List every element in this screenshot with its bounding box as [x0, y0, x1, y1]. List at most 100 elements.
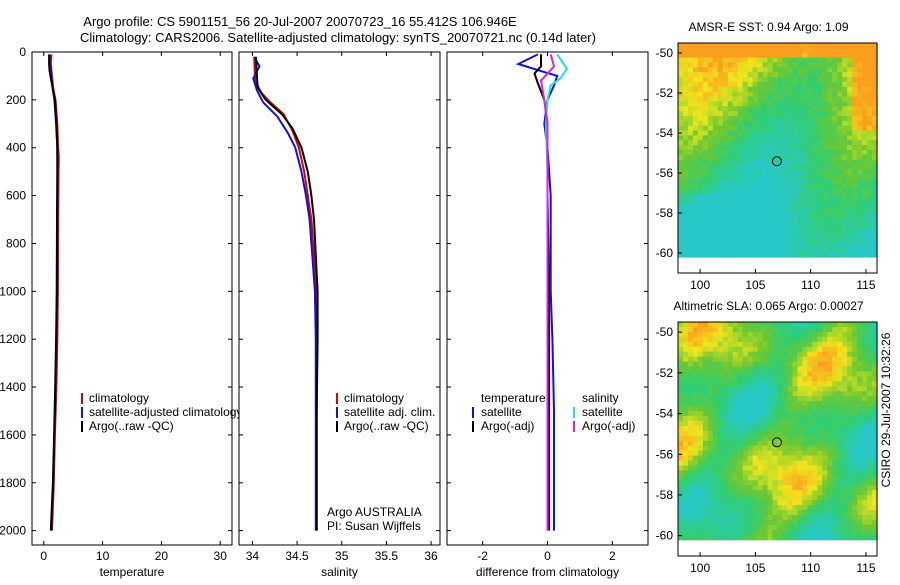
- heatmap-cell: [752, 150, 759, 156]
- heatmap-cell: [802, 435, 808, 442]
- heatmap-cell: [797, 519, 803, 526]
- altimetric-sla-map-argo-marker: [771, 437, 782, 448]
- heatmap-cell: [857, 336, 863, 343]
- heatmap-cell: [817, 401, 823, 407]
- heatmap-cell: [847, 381, 853, 387]
- heatmap-cell: [807, 115, 813, 122]
- heatmap-cell: [822, 91, 828, 98]
- heatmap-cell: [807, 331, 813, 338]
- heatmap-cell: [722, 480, 729, 486]
- heatmap-cell: [757, 440, 764, 447]
- heatmap-cell: [852, 510, 858, 516]
- heatmap-cell: [797, 52, 803, 59]
- heatmap-cell: [702, 401, 709, 407]
- heatmap-cell: [737, 460, 744, 467]
- heatmap-cell: [777, 120, 784, 127]
- heatmap-cell: [812, 125, 818, 132]
- heatmap-cell: [812, 96, 818, 102]
- heatmap-cell: [822, 341, 828, 348]
- heatmap-cell: [872, 420, 878, 427]
- heatmap-cell: [712, 341, 719, 348]
- heatmap-cell: [817, 174, 823, 180]
- heatmap-cell: [792, 184, 798, 190]
- heatmap-cell: [722, 72, 729, 78]
- heatmap-cell: [772, 445, 779, 452]
- heatmap-cell: [842, 193, 848, 200]
- heatmap-cell: [767, 406, 774, 412]
- heatmap-cell: [772, 341, 779, 348]
- heatmap-cell: [817, 120, 823, 127]
- heatmap-cell: [777, 411, 784, 417]
- heatmap-cell: [862, 237, 868, 244]
- heatmap-cell: [857, 130, 863, 137]
- heatmap-cell: [682, 130, 689, 137]
- heatmap-cell: [832, 361, 838, 368]
- heatmap-cell: [862, 203, 868, 209]
- heatmap-cell: [807, 222, 813, 229]
- heatmap-cell: [837, 529, 843, 536]
- heatmap-cell: [747, 455, 754, 462]
- heatmap-cell: [847, 480, 853, 486]
- heatmap-cell: [857, 62, 863, 68]
- heatmap-cell: [762, 150, 769, 156]
- heatmap-cell: [867, 145, 873, 151]
- heatmap-cell: [817, 425, 823, 432]
- heatmap-cell: [817, 351, 823, 358]
- heatmap-cell: [732, 218, 739, 224]
- heatmap-cell: [832, 500, 838, 506]
- heatmap-cell: [697, 169, 704, 175]
- heatmap-cell: [852, 361, 858, 368]
- heatmap-cell: [862, 361, 868, 368]
- heatmap-cell: [862, 495, 868, 501]
- heatmap-cell: [732, 480, 739, 486]
- heatmap-cell: [817, 495, 823, 501]
- heatmap-cell: [787, 351, 794, 358]
- heatmap-cell: [752, 391, 759, 397]
- heatmap-cell: [832, 425, 838, 432]
- heatmap-cell: [702, 120, 709, 127]
- heatmap-cell: [737, 435, 744, 442]
- heatmap-cell: [842, 475, 848, 481]
- heatmap-cell: [692, 57, 699, 64]
- heatmap-cell: [872, 519, 878, 526]
- heatmap-cell: [682, 331, 689, 338]
- heatmap-cell: [852, 106, 858, 112]
- heatmap-cell: [692, 346, 699, 353]
- heatmap-cell: [727, 480, 734, 486]
- heatmap-cell: [832, 150, 838, 156]
- heatmap-cell: [837, 406, 843, 412]
- heatmap-cell: [787, 480, 794, 486]
- heatmap-cell: [807, 96, 813, 102]
- heatmap-cell: [792, 416, 798, 422]
- heatmap-cell: [712, 470, 719, 476]
- heatmap-cell: [867, 505, 873, 511]
- heatmap-cell: [822, 154, 828, 161]
- heatmap-cell: [847, 115, 853, 122]
- heatmap-cell: [687, 62, 694, 68]
- heatmap-cell: [772, 505, 779, 511]
- heatmap-cell: [702, 470, 709, 476]
- heatmap-cell: [757, 86, 764, 93]
- amsr-e-sst-map-ytick-label: -58: [656, 206, 674, 220]
- heatmap-cell: [782, 77, 789, 83]
- heatmap-cell: [807, 519, 813, 526]
- heatmap-cell: [722, 524, 729, 531]
- heatmap-cell: [692, 140, 699, 146]
- heatmap-cell: [692, 125, 699, 132]
- heatmap-cell: [762, 159, 769, 166]
- heatmap-cell: [682, 495, 689, 501]
- heatmap-cell: [692, 91, 699, 98]
- heatmap-cell: [797, 416, 803, 422]
- heatmap-cell: [852, 174, 858, 180]
- heatmap-cell: [697, 43, 704, 49]
- heatmap-cell: [852, 52, 858, 59]
- heatmap-cell: [757, 115, 764, 122]
- heatmap-cell: [772, 101, 779, 107]
- heatmap-cell: [827, 47, 833, 54]
- heatmap-cell: [847, 490, 853, 496]
- heatmap-cell: [737, 351, 744, 358]
- heatmap-cell: [727, 208, 734, 214]
- heatmap-cell: [767, 331, 774, 338]
- heatmap-cell: [842, 47, 848, 54]
- heatmap-cell: [857, 222, 863, 229]
